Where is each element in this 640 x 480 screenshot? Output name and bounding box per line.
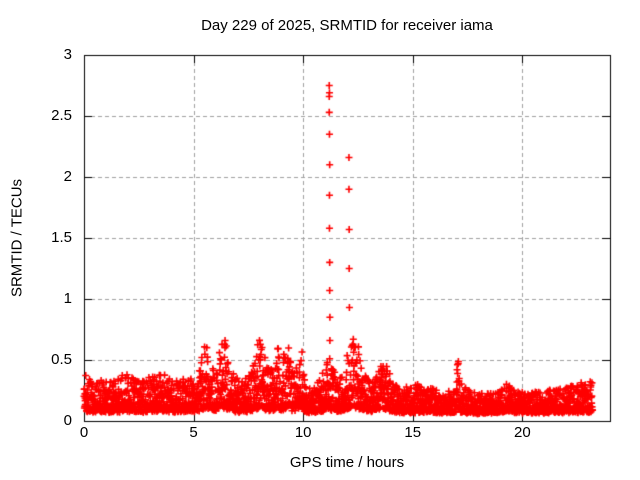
y-tick-label: 1.5 — [51, 229, 72, 246]
y-tick-label: 3 — [63, 46, 72, 63]
x-tick-label: 10 — [294, 424, 312, 441]
y-tick-label: 2 — [63, 168, 72, 185]
y-tick-label: 2.5 — [51, 107, 72, 124]
x-tick-label: 0 — [79, 424, 89, 441]
x-tick-label: 20 — [513, 424, 531, 441]
y-tick-label: 1 — [63, 290, 72, 307]
x-tick-label: 5 — [189, 424, 198, 441]
y-tick-label: 0.5 — [51, 351, 72, 368]
y-tick-label: 0 — [63, 412, 72, 429]
chart-title: Day 229 of 2025, SRMTID for receiver iam… — [201, 17, 493, 34]
x-tick-label: 15 — [404, 424, 422, 441]
x-axis-label: GPS time / hours — [289, 454, 405, 471]
